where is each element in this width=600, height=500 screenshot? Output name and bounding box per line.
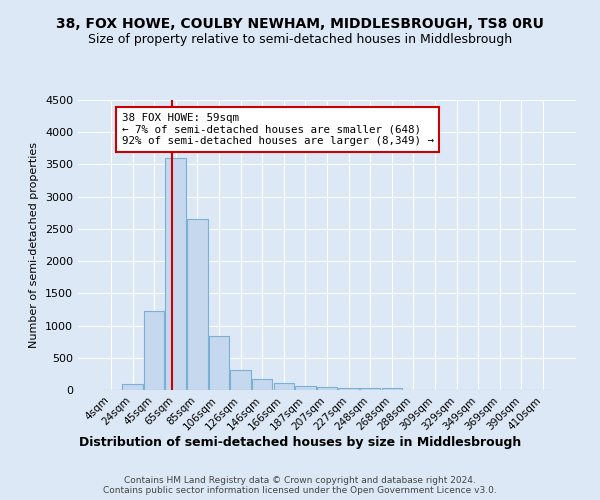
Bar — [230, 370, 251, 390]
Text: 38 FOX HOWE: 59sqm
← 7% of semi-detached houses are smaller (648)
92% of semi-de: 38 FOX HOWE: 59sqm ← 7% of semi-detached… — [122, 113, 434, 146]
Bar — [209, 336, 229, 390]
Bar — [317, 387, 337, 390]
Bar — [382, 388, 402, 390]
Bar — [166, 158, 186, 390]
Text: 38, FOX HOWE, COULBY NEWHAM, MIDDLESBROUGH, TS8 0RU: 38, FOX HOWE, COULBY NEWHAM, MIDDLESBROU… — [56, 18, 544, 32]
Bar — [295, 386, 316, 390]
Y-axis label: Number of semi-detached properties: Number of semi-detached properties — [29, 142, 40, 348]
Bar — [122, 384, 143, 390]
Bar — [338, 388, 359, 390]
Bar — [187, 218, 208, 390]
Text: Size of property relative to semi-detached houses in Middlesbrough: Size of property relative to semi-detach… — [88, 32, 512, 46]
Bar — [144, 312, 164, 390]
Text: Contains HM Land Registry data © Crown copyright and database right 2024.
Contai: Contains HM Land Registry data © Crown c… — [103, 476, 497, 495]
Bar — [360, 388, 380, 390]
Text: Distribution of semi-detached houses by size in Middlesbrough: Distribution of semi-detached houses by … — [79, 436, 521, 449]
Bar — [252, 380, 272, 390]
Bar — [274, 383, 294, 390]
